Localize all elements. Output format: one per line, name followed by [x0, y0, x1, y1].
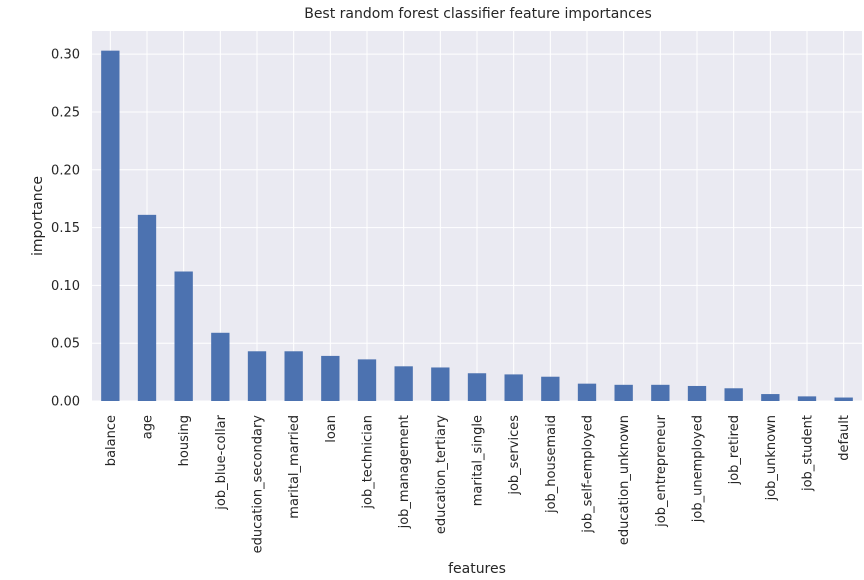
- x-tick-label: job_management: [397, 415, 412, 529]
- x-tick-label: job_self-employed: [581, 415, 596, 534]
- bar-balance: [101, 50, 120, 401]
- x-tick-label: job_technician: [361, 415, 376, 510]
- bar-job_technician: [357, 359, 377, 401]
- bar-job_services: [504, 374, 523, 401]
- y-tick-label: 0.20: [51, 163, 80, 178]
- x-gridlines: [109, 31, 845, 401]
- x-tick-label: default: [837, 415, 852, 461]
- x-tick-label: job_blue-collar: [214, 414, 229, 510]
- bar-job_unknown: [761, 394, 780, 401]
- x-tick-label: job_retired: [727, 415, 742, 485]
- bar-job_blue-collar: [211, 332, 230, 401]
- y-tick-labels: 0.00 0.05 0.10 0.15 0.20 0.25 0.30: [51, 48, 80, 410]
- bar-default: [834, 397, 853, 401]
- bar-job_entrepreneur: [651, 384, 670, 401]
- x-tick-label: marital_single: [471, 415, 486, 506]
- y-tick-label: 0.15: [51, 221, 80, 236]
- bar-job_self-employed: [577, 383, 597, 401]
- y-axis-label: importance: [30, 176, 46, 256]
- x-tick-label: job_housemaid: [544, 415, 559, 514]
- x-tick-label: education_secondary: [251, 415, 266, 554]
- x-tick-labels: balance age housing job_blue-collar educatio…: [104, 414, 852, 553]
- x-tick-label: job_unknown: [764, 415, 779, 501]
- x-tick-label: age: [141, 415, 156, 439]
- bars: [101, 50, 853, 401]
- bar-job_retired: [724, 388, 743, 401]
- bar-job_management: [394, 366, 413, 401]
- bar-education_tertiary: [431, 367, 450, 401]
- bar-marital_single: [467, 373, 487, 401]
- x-tick-label: job_services: [507, 415, 522, 496]
- x-axis-label: features: [448, 561, 506, 577]
- x-tick-label: loan: [324, 415, 339, 443]
- bar-job_housemaid: [541, 376, 560, 401]
- bar-marital_married: [284, 351, 303, 401]
- bar-job_unemployed: [687, 385, 707, 401]
- y-tick-label: 0.00: [51, 395, 80, 410]
- x-tick-label: education_unknown: [617, 415, 632, 545]
- bar-education_unknown: [614, 384, 633, 401]
- chart-title: Best random forest classifier feature im…: [304, 6, 652, 22]
- bar-education_secondary: [247, 351, 267, 401]
- x-tick-label: job_entrepreneur: [654, 414, 669, 527]
- x-tick-label: balance: [104, 415, 119, 466]
- y-tick-label: 0.05: [51, 337, 80, 352]
- x-tick-label: job_unemployed: [691, 415, 706, 523]
- x-tick-label: job_student: [801, 415, 816, 492]
- bar-job_student: [797, 396, 817, 401]
- x-tick-label: marital_married: [287, 415, 302, 519]
- y-tick-label: 0.30: [51, 48, 80, 63]
- y-tick-label: 0.10: [51, 279, 80, 294]
- y-tick-label: 0.25: [51, 105, 80, 120]
- bar-loan: [321, 355, 340, 401]
- bar-housing: [174, 271, 193, 401]
- x-tick-label: education_tertiary: [434, 415, 449, 534]
- x-tick-label: housing: [177, 415, 192, 466]
- bar-age: [137, 214, 157, 401]
